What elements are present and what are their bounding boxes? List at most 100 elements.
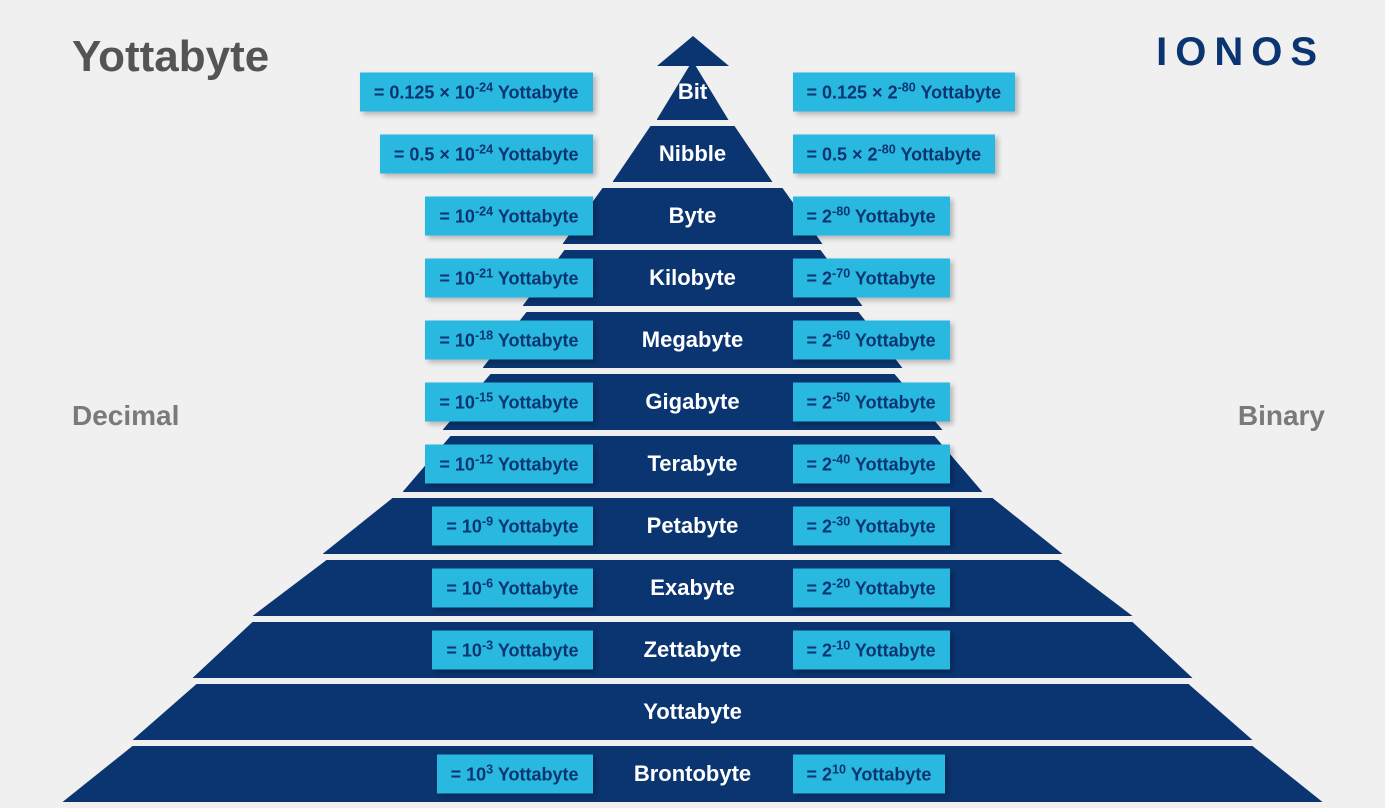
tag-exponent: -50	[832, 391, 850, 405]
pyramid-level: Kilobyte= 10-21 Yottabyte= 2-70 Yottabyt…	[523, 250, 863, 306]
tag-suffix: Yottabyte	[493, 207, 578, 227]
tag-suffix: Yottabyte	[846, 765, 931, 785]
tag-exponent: -12	[475, 453, 493, 467]
binary-value-tag: = 2-60 Yottabyte	[793, 321, 950, 360]
tag-suffix: Yottabyte	[493, 455, 578, 475]
tag-exponent: -40	[832, 453, 850, 467]
tag-prefix: = 10	[446, 579, 482, 599]
tag-suffix: Yottabyte	[850, 641, 935, 661]
tag-suffix: Yottabyte	[493, 83, 578, 103]
pyramid: Bit= 0.125 × 10-24 Yottabyte= 0.125 × 2-…	[63, 36, 1323, 808]
pyramid-level: Terabyte= 10-12 Yottabyte= 2-40 Yottabyt…	[403, 436, 983, 492]
decimal-value-tag: = 10-21 Yottabyte	[425, 259, 592, 298]
unit-label: Bit	[678, 79, 707, 105]
tag-suffix: Yottabyte	[916, 83, 1001, 103]
pyramid-apex	[657, 36, 729, 66]
tag-suffix: Yottabyte	[850, 269, 935, 289]
tag-prefix: = 0.125 × 2	[807, 83, 898, 103]
tag-exponent: 10	[832, 763, 846, 777]
tag-prefix: = 2	[807, 765, 833, 785]
tag-suffix: Yottabyte	[493, 145, 578, 165]
tag-prefix: = 10	[439, 331, 475, 351]
tag-prefix: = 2	[807, 455, 833, 475]
pyramid-level: Exabyte= 10-6 Yottabyte= 2-20 Yottabyte	[253, 560, 1133, 616]
unit-label: Terabyte	[647, 451, 737, 477]
tag-prefix: = 2	[807, 641, 833, 661]
tag-suffix: Yottabyte	[850, 455, 935, 475]
tag-exponent: -60	[832, 329, 850, 343]
tag-suffix: Yottabyte	[850, 517, 935, 537]
tag-prefix: = 0.5 × 10	[394, 145, 475, 165]
binary-value-tag: = 2-20 Yottabyte	[793, 569, 950, 608]
unit-label: Byte	[669, 203, 717, 229]
pyramid-level: Zettabyte = 10-3 Yottabyte = 2-10 Yottabyt…	[193, 622, 1193, 678]
tag-suffix: Yottabyte	[850, 579, 935, 599]
unit-label: Nibble	[659, 141, 726, 167]
tag-prefix: = 10	[439, 455, 475, 475]
decimal-value-tag: = 0.125 × 10-24 Yottabyte	[360, 73, 593, 112]
tag-suffix: Yottabyte	[493, 331, 578, 351]
decimal-value-tag: = 10-12 Yottabyte	[425, 445, 592, 484]
tag-exponent: -18	[475, 329, 493, 343]
tag-prefix: = 10	[439, 269, 475, 289]
unit-label: Petabyte	[647, 513, 739, 539]
pyramid-level: Petabyte = 10-9 Yottabyte = 2-30 Yottabyte	[323, 498, 1063, 554]
decimal-value-tag: = 10-9 Yottabyte	[432, 507, 592, 546]
tag-suffix: Yottabyte	[850, 393, 935, 413]
tag-prefix: = 2	[807, 269, 833, 289]
binary-value-tag: = 2-80 Yottabyte	[793, 197, 950, 236]
tag-exponent: -24	[475, 81, 493, 95]
tag-prefix: = 10	[451, 765, 487, 785]
tag-suffix: Yottabyte	[850, 331, 935, 351]
tag-exponent: -15	[475, 391, 493, 405]
tag-exponent: -24	[475, 205, 493, 219]
decimal-value-tag: = 10-18 Yottabyte	[425, 321, 592, 360]
pyramid-level: Yottabyte	[133, 684, 1253, 740]
tag-prefix: = 0.5 × 2	[807, 145, 878, 165]
pyramid-level: Nibble= 0.5 × 10-24 Yottabyte= 0.5 × 2-8…	[613, 126, 773, 182]
tag-prefix: = 2	[807, 517, 833, 537]
tag-suffix: Yottabyte	[493, 579, 578, 599]
tag-suffix: Yottabyte	[896, 145, 981, 165]
decimal-value-tag: = 10-3 Yottabyte	[432, 631, 592, 670]
unit-label: Gigabyte	[645, 389, 739, 415]
tag-exponent: -70	[832, 267, 850, 281]
decimal-value-tag: = 10-24 Yottabyte	[425, 197, 592, 236]
tag-prefix: = 10	[446, 641, 482, 661]
tag-suffix: Yottabyte	[493, 517, 578, 537]
binary-value-tag: = 2-10 Yottabyte	[793, 631, 950, 670]
decimal-value-tag: = 103 Yottabyte	[437, 755, 593, 794]
unit-label: Yottabyte	[643, 699, 742, 725]
tag-exponent: -20	[832, 577, 850, 591]
tag-suffix: Yottabyte	[493, 641, 578, 661]
tag-exponent: -80	[898, 81, 916, 95]
binary-value-tag: = 2-70 Yottabyte	[793, 259, 950, 298]
tag-exponent: -21	[475, 267, 493, 281]
tag-prefix: = 0.125 × 10	[374, 83, 475, 103]
tag-exponent: -9	[482, 515, 493, 529]
tag-prefix: = 2	[807, 393, 833, 413]
unit-label: Kilobyte	[649, 265, 736, 291]
decimal-value-tag: = 0.5 × 10-24 Yottabyte	[380, 135, 593, 174]
pyramid-level: Gigabyte= 10-15 Yottabyte= 2-50 Yottabyt…	[443, 374, 943, 430]
unit-label: Zettabyte	[644, 637, 742, 663]
tag-prefix: = 2	[807, 207, 833, 227]
pyramid-level: Bit= 0.125 × 10-24 Yottabyte= 0.125 × 2-…	[657, 64, 729, 120]
binary-value-tag: = 210 Yottabyte	[793, 755, 946, 794]
binary-value-tag: = 2-40 Yottabyte	[793, 445, 950, 484]
tag-prefix: = 10	[439, 207, 475, 227]
unit-label: Exabyte	[650, 575, 734, 601]
pyramid-level: Brontobyte= 103 Yottabyte= 210 Yottabyte	[63, 746, 1323, 802]
tag-exponent: -80	[878, 143, 896, 157]
tag-exponent: -80	[832, 205, 850, 219]
tag-exponent: -10	[832, 639, 850, 653]
decimal-value-tag: = 10-15 Yottabyte	[425, 383, 592, 422]
binary-value-tag: = 0.5 × 2-80 Yottabyte	[793, 135, 996, 174]
unit-label: Megabyte	[642, 327, 743, 353]
tag-prefix: = 10	[439, 393, 475, 413]
tag-exponent: -30	[832, 515, 850, 529]
tag-prefix: = 2	[807, 579, 833, 599]
tag-suffix: Yottabyte	[850, 207, 935, 227]
tag-exponent: -6	[482, 577, 493, 591]
tag-prefix: = 2	[807, 331, 833, 351]
